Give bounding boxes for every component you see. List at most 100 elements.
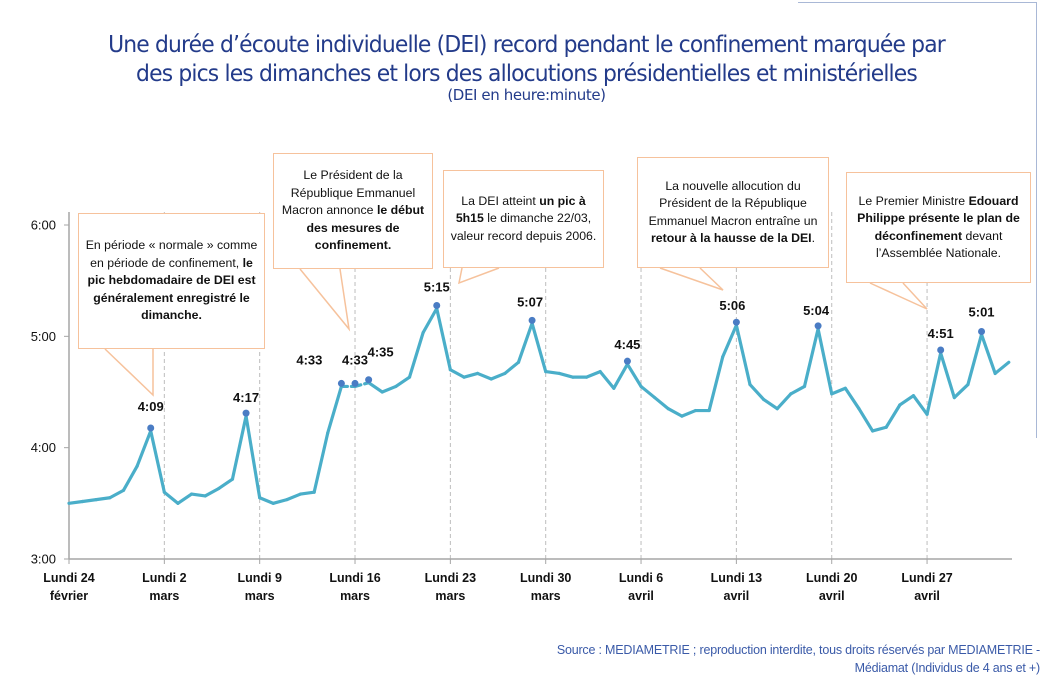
x-tick-label-month: mars	[435, 589, 465, 603]
y-tick-label: 6:00	[31, 218, 56, 233]
series-line-segment	[271, 498, 289, 505]
series-line-segment	[530, 321, 548, 374]
series-line-segment	[258, 496, 275, 505]
chart-title-line-2: des pics les dimanches et lors des alloc…	[136, 59, 918, 87]
data-point-marker	[937, 346, 945, 354]
x-tick-label-day: Lundi 6	[619, 571, 663, 585]
callout-text-regular: La nouvelle allocution du Président de l…	[648, 178, 818, 228]
callout-text-bold: Edouard Philippe présente le plan de déc…	[857, 193, 1020, 243]
data-point-marker	[433, 302, 441, 309]
series-line-segment	[448, 368, 466, 379]
series-line-segment	[979, 332, 997, 376]
callout-text: La DEI atteint un pic à 5h15 le dimanche…	[448, 193, 599, 246]
label-layer: 4:094:174:33 4:334:355:155:074:455:06 5:04…	[138, 280, 995, 414]
x-tick-label-month: avril	[819, 589, 845, 603]
data-point-marker	[365, 376, 373, 384]
axis-layer: 3:00 4:00 5:00 6:00 Lundi 24 février Lundi 2 ma…	[31, 212, 1012, 603]
x-tick-label-month: avril	[914, 589, 940, 603]
series-line-segment	[857, 407, 875, 433]
data-point-label: 5:04	[803, 303, 830, 318]
callout-tail	[869, 282, 928, 310]
callout-deconfinement-plan: Le Premier Ministre Edouard Philippe pré…	[846, 172, 1031, 283]
series-line-segment	[775, 392, 793, 411]
series-layer	[67, 302, 1011, 505]
x-tick-label-month: mars	[531, 589, 561, 603]
series-line-segment	[298, 490, 316, 496]
callout-new-address: La nouvelle allocution du Président de l…	[637, 157, 829, 268]
series-line-segment	[516, 321, 534, 364]
callout-record-peak: La DEI atteint un pic à 5h15 le dimanche…	[443, 170, 604, 268]
series-line-segment	[993, 360, 1011, 376]
series-line-segment	[952, 382, 970, 400]
series-line-segment	[435, 306, 452, 372]
data-point-marker	[337, 379, 345, 387]
callout-text-regular: La DEI atteint	[461, 193, 540, 208]
series-line-segment	[94, 496, 112, 502]
series-line-segment	[67, 499, 85, 505]
callout-tail	[104, 348, 154, 397]
chart-title: Une durée d’écoute individuelle (DEI) re…	[37, 30, 1016, 88]
series-line-segment	[830, 386, 847, 396]
x-tick-label-month: mars	[245, 589, 275, 603]
series-line-segment	[230, 414, 248, 481]
callout-text-regular: Le Président de la République Emmanuel M…	[281, 168, 416, 218]
series-line-segment	[680, 408, 698, 418]
callout-tail	[457, 267, 500, 285]
callout-tail	[659, 267, 724, 291]
series-line-segment	[721, 323, 738, 359]
chart-title-line-1: Une durée d’écoute individuelle (DEI) re…	[108, 30, 946, 58]
data-point-marker	[351, 379, 359, 387]
callout-text-bold: retour à la hausse de la DEI	[650, 231, 812, 245]
data-point-label: 5:15	[424, 280, 450, 295]
x-tick-label-month: février	[50, 589, 88, 603]
series-line-segment	[326, 384, 343, 435]
series-line-segment	[203, 486, 221, 498]
series-line-segment	[380, 384, 398, 394]
data-point-label: 4:35	[368, 345, 394, 360]
data-point-label: 5:07	[517, 294, 543, 309]
data-point-marker	[242, 409, 250, 417]
series-line-segment	[407, 331, 425, 379]
callout-tail	[299, 268, 351, 332]
series-line-segment	[666, 407, 684, 418]
series-line-segment	[503, 360, 521, 376]
data-point-label: 4:17	[233, 390, 259, 405]
callout-tails	[104, 267, 928, 397]
x-tick-label-day: Lundi 27	[901, 571, 952, 585]
x-tick-label-month: avril	[724, 589, 750, 603]
callout-sunday-peak: En période « normale » comme en période …	[78, 213, 265, 349]
callout-text-regular: .	[811, 231, 816, 245]
frame-top-border	[798, 2, 1036, 3]
data-point-marker	[147, 424, 155, 432]
series-line-segment	[312, 431, 330, 494]
data-point-label: 4:45	[614, 337, 640, 352]
chart-subtitle: (DEI en heure:minute)	[447, 86, 606, 104]
series-line-segment	[653, 395, 670, 411]
series-line-segment	[884, 403, 902, 429]
callout-text-bold: un pic à 5h15	[455, 193, 586, 226]
series-line-segment	[149, 429, 166, 494]
series-line-segment	[81, 498, 98, 504]
series-line-segment	[217, 477, 235, 491]
series-line-segment	[925, 351, 943, 416]
series-line-segment	[870, 425, 888, 433]
callout-confinement-start: Le Président de la République Emmanuel M…	[273, 153, 433, 269]
series-line-segment	[816, 327, 834, 396]
series-line-segment	[625, 362, 643, 389]
x-tick-label-day: Lundi 9	[237, 571, 281, 585]
series-line-segment	[367, 381, 384, 394]
data-point-marker	[978, 327, 986, 335]
series-line-segment	[176, 492, 194, 505]
data-point-marker	[732, 318, 740, 326]
series-line-segment	[911, 394, 929, 416]
data-point-label: 5:01	[969, 304, 995, 319]
series-line-segment	[135, 429, 153, 468]
callout-text-regular: le dimanche 22/03, valeur record depuis …	[450, 211, 597, 243]
series-line-segment	[843, 386, 861, 411]
series-line-segment	[584, 369, 602, 379]
x-tick-label-day: Lundi 13	[711, 571, 762, 585]
data-point-label: 4:33	[296, 352, 322, 367]
series-line-segment	[557, 371, 575, 379]
series-line-segment	[476, 371, 493, 381]
